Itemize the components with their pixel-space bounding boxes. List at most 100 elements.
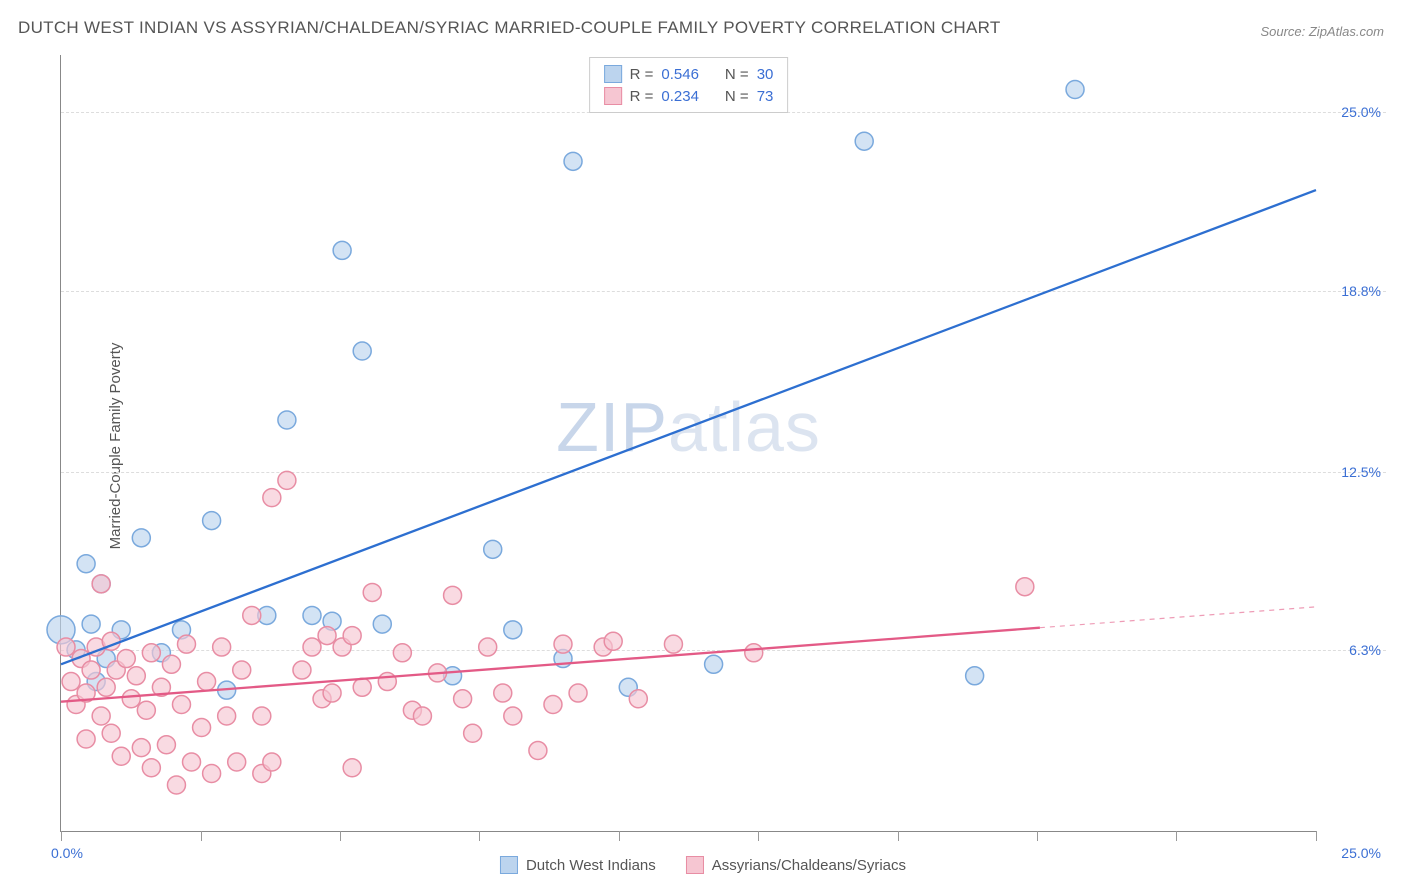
r-value-2: 0.234 [661, 88, 699, 105]
n-value-2: 73 [757, 88, 774, 105]
scatter-point [82, 661, 100, 679]
scatter-point [62, 673, 80, 691]
scatter-point [142, 644, 160, 662]
scatter-point [494, 684, 512, 702]
legend-swatch-assyrian [686, 856, 704, 874]
scatter-point [82, 615, 100, 633]
x-tick [898, 831, 899, 841]
legend-swatch-pink [604, 87, 622, 105]
scatter-point [203, 765, 221, 783]
scatter-point [127, 667, 145, 685]
scatter-point [132, 529, 150, 547]
scatter-point [393, 644, 411, 662]
scatter-point [293, 661, 311, 679]
scatter-point [263, 489, 281, 507]
r-label-1: R = [630, 66, 654, 83]
trend-line [61, 628, 1040, 702]
scatter-point [484, 540, 502, 558]
trend-line [61, 190, 1316, 664]
legend-swatch-dutch [500, 856, 518, 874]
scatter-point [92, 707, 110, 725]
scatter-point [363, 583, 381, 601]
scatter-point [353, 678, 371, 696]
legend-item-assyrian: Assyrians/Chaldeans/Syriacs [686, 856, 906, 874]
scatter-point [137, 701, 155, 719]
scatter-point [92, 575, 110, 593]
scatter-point [243, 606, 261, 624]
scatter-point [213, 638, 231, 656]
x-tick [1176, 831, 1177, 841]
scatter-point [77, 555, 95, 573]
scatter-point [122, 690, 140, 708]
scatter-point [855, 132, 873, 150]
x-tick [1037, 831, 1038, 841]
scatter-point [198, 673, 216, 691]
scatter-point [333, 241, 351, 259]
scatter-plot-svg [61, 55, 1316, 831]
scatter-point [178, 635, 196, 653]
scatter-point [569, 684, 587, 702]
legend-row-2: R = 0.234 N = 73 [604, 85, 774, 107]
scatter-point [966, 667, 984, 685]
scatter-point [228, 753, 246, 771]
scatter-point [604, 632, 622, 650]
legend-swatch-blue [604, 65, 622, 83]
r-value-1: 0.546 [661, 66, 699, 83]
scatter-point [303, 638, 321, 656]
y-tick-label: 25.0% [1341, 104, 1381, 120]
scatter-point [554, 635, 572, 653]
x-axis-max-label: 25.0% [1341, 845, 1381, 861]
scatter-point [1016, 578, 1034, 596]
scatter-point [373, 615, 391, 633]
scatter-point [1066, 80, 1084, 98]
r-label-2: R = [630, 88, 654, 105]
scatter-point [529, 742, 547, 760]
scatter-point [253, 707, 271, 725]
scatter-point [172, 696, 190, 714]
scatter-point [263, 753, 281, 771]
scatter-point [167, 776, 185, 794]
scatter-point [218, 707, 236, 725]
scatter-point [112, 747, 130, 765]
scatter-point [629, 690, 647, 708]
legend-bottom: Dutch West Indians Assyrians/Chaldeans/S… [500, 856, 906, 874]
x-tick [61, 831, 62, 841]
scatter-point [479, 638, 497, 656]
scatter-point [705, 655, 723, 673]
scatter-point [57, 638, 75, 656]
x-tick [758, 831, 759, 841]
scatter-point [745, 644, 763, 662]
scatter-point [544, 696, 562, 714]
scatter-point [504, 621, 522, 639]
legend-item-dutch: Dutch West Indians [500, 856, 656, 874]
n-label-1: N = [725, 66, 749, 83]
source-attribution: Source: ZipAtlas.com [1260, 24, 1384, 39]
trend-line-extrapolated [1040, 607, 1316, 628]
scatter-point [278, 471, 296, 489]
legend-correlation-box: R = 0.546 N = 30 R = 0.234 N = 73 [589, 57, 789, 113]
x-axis-min-label: 0.0% [51, 845, 83, 861]
scatter-point [564, 152, 582, 170]
scatter-point [77, 730, 95, 748]
scatter-point [454, 690, 472, 708]
x-tick [1316, 831, 1317, 841]
scatter-point [157, 736, 175, 754]
scatter-point [193, 719, 211, 737]
x-tick [201, 831, 202, 841]
scatter-point [303, 606, 321, 624]
legend-label-dutch: Dutch West Indians [526, 857, 656, 874]
x-tick [619, 831, 620, 841]
legend-row-1: R = 0.546 N = 30 [604, 63, 774, 85]
scatter-point [162, 655, 180, 673]
legend-label-assyrian: Assyrians/Chaldeans/Syriacs [712, 857, 906, 874]
y-tick-label: 6.3% [1349, 642, 1381, 658]
x-tick [340, 831, 341, 841]
x-tick [479, 831, 480, 841]
chart-container: DUTCH WEST INDIAN VS ASSYRIAN/CHALDEAN/S… [0, 0, 1406, 892]
scatter-point [664, 635, 682, 653]
scatter-point [203, 512, 221, 530]
scatter-point [117, 650, 135, 668]
scatter-point [444, 586, 462, 604]
scatter-point [353, 342, 371, 360]
chart-title: DUTCH WEST INDIAN VS ASSYRIAN/CHALDEAN/S… [18, 18, 1001, 38]
